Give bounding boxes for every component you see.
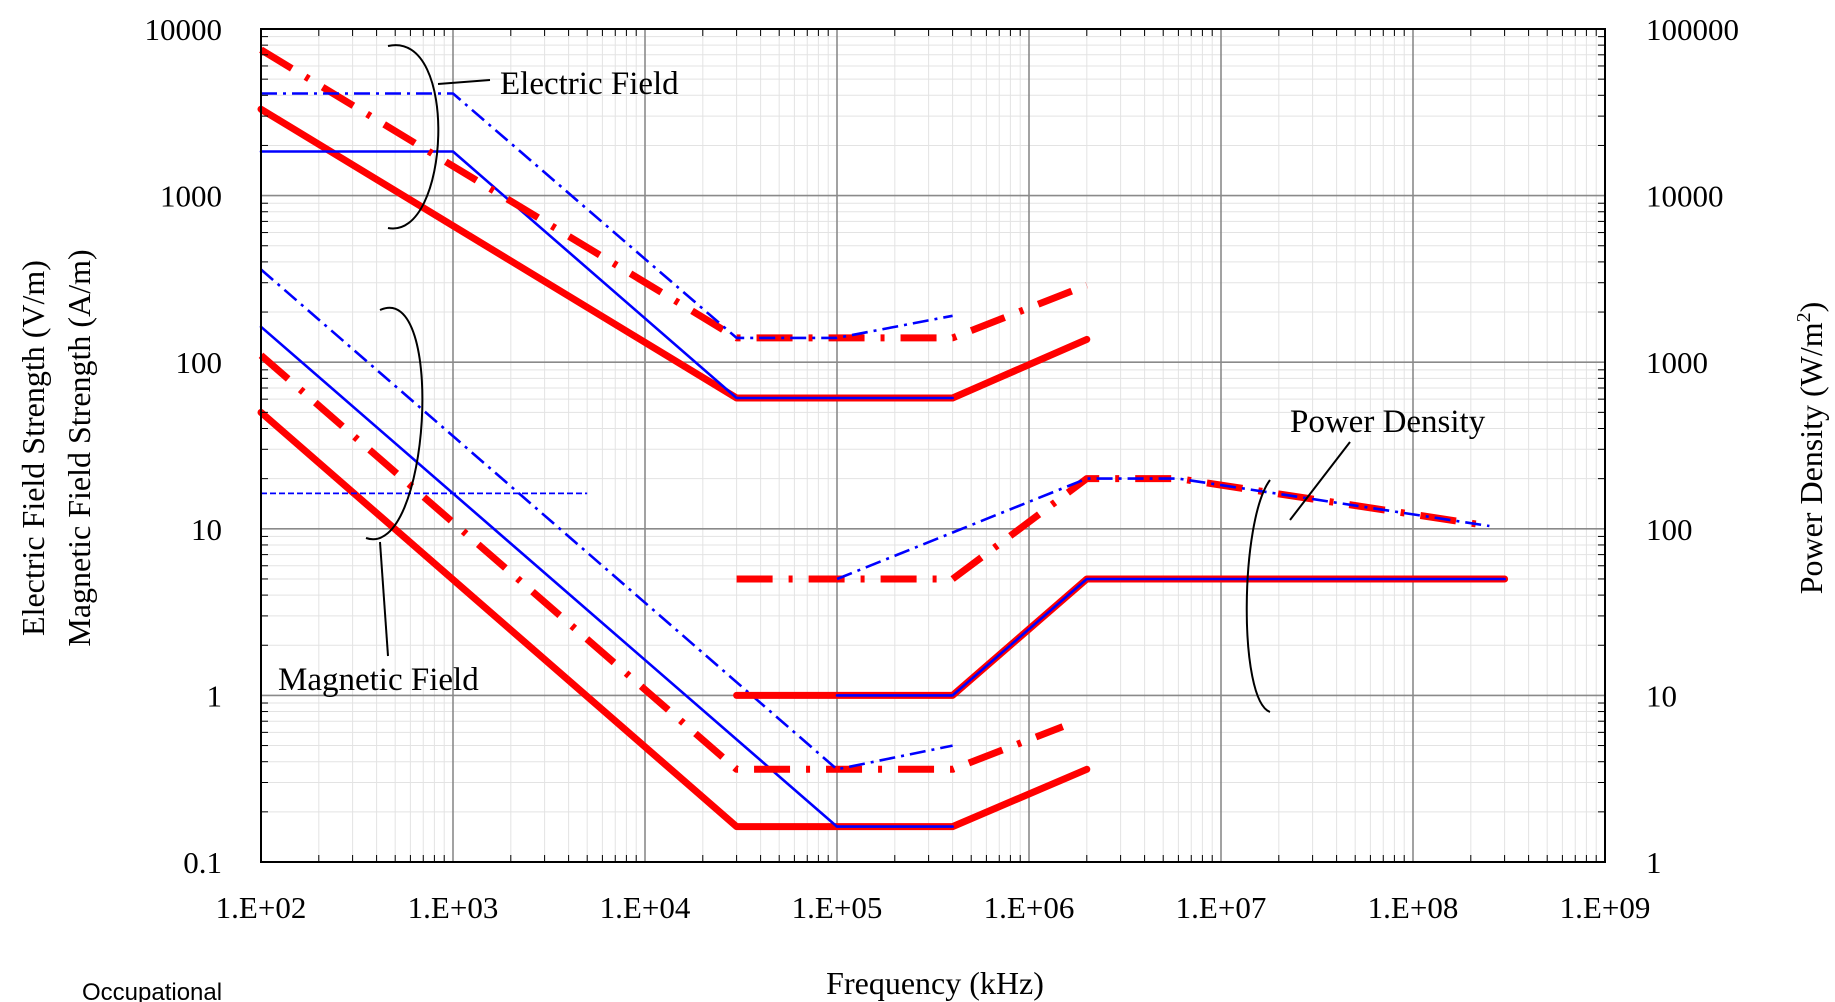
power-bracket: [1245, 479, 1271, 713]
magnetic-series-dashdot-thin: [260, 268, 953, 771]
x-tick-label: 1.E+05: [792, 890, 883, 925]
y-left-tick-label: 10000: [145, 12, 223, 47]
data-series: [257, 46, 1509, 831]
x-tick-label: 1.E+06: [984, 890, 1075, 925]
y-left-tick-label: 1: [207, 678, 223, 713]
y-left-tick-label: 0.1: [183, 845, 222, 880]
right-axis-title: Power Density (W/m2): [1793, 302, 1829, 595]
y-right-tick-label: 1000: [1646, 345, 1708, 380]
electric-series-solid-thin: [259, 150, 954, 400]
annotation-brackets: [365, 44, 1351, 713]
left-axis-title-line1: Electric Field Strength (V/m): [15, 260, 51, 636]
y-left-tick-label: 100: [176, 345, 223, 380]
y-left-tick-label: 10: [191, 512, 222, 547]
x-tick-label: 1.E+07: [1176, 890, 1267, 925]
power-density-label: Power Density: [1290, 404, 1486, 440]
x-tick-label: 1.E+03: [408, 890, 499, 925]
frame-ticks: [261, 29, 1605, 862]
power-series-solid-thin: [835, 577, 1506, 697]
electric-leader: [437, 79, 491, 85]
x-tick-label: 1.E+09: [1560, 890, 1651, 925]
plot-frame: [260, 28, 1606, 863]
x-tick-label: 1.E+08: [1368, 890, 1459, 925]
y-right-tick-label: 100: [1646, 512, 1693, 547]
y-left-tick-label: 1000: [160, 179, 222, 214]
left-axis-title-line2: Magnetic Field Strength (A/m): [61, 249, 97, 646]
right-axis-title-main: Power Density (W/m: [1793, 322, 1829, 594]
major-gridlines: [261, 29, 1605, 862]
y-right-tick-label: 10000: [1646, 179, 1724, 214]
magnetic-leader: [379, 541, 389, 657]
magnetic-series-solid-thin: [259, 325, 954, 828]
magnetic-field-label: Magnetic Field: [278, 662, 479, 698]
electric-bracket: [387, 44, 440, 230]
footnote-occupational: Occupational: [82, 979, 222, 1002]
minor-gridlines: [261, 29, 1605, 862]
electric-series-dashdot-thick: [259, 46, 1089, 342]
magnetic-series-dashdot-thick: [258, 352, 1065, 773]
electric-field-label: Electric Field: [500, 66, 679, 102]
y-right-tick-label: 100000: [1646, 12, 1739, 47]
power-series-dashdot-thin: [836, 477, 1490, 581]
power-leader: [1289, 441, 1351, 521]
right-axis-title-close: ): [1793, 302, 1829, 313]
electric-series-dashdot-thin: [261, 92, 953, 340]
tick-labels: 1.E+02 1.E+03 1.E+04 1.E+05 1.E+06 1.E+07 1.E+…: [145, 12, 1740, 925]
right-axis-title-sup: 2: [1793, 312, 1815, 322]
x-tick-label: 1.E+02: [216, 890, 307, 925]
y-right-tick-label: 1: [1646, 845, 1662, 880]
magnetic-bracket: [365, 306, 424, 541]
x-tick-label: 1.E+04: [600, 890, 691, 925]
y-right-tick-label: 10: [1646, 678, 1677, 713]
x-axis-title: Frequency (kHz): [826, 965, 1044, 1001]
